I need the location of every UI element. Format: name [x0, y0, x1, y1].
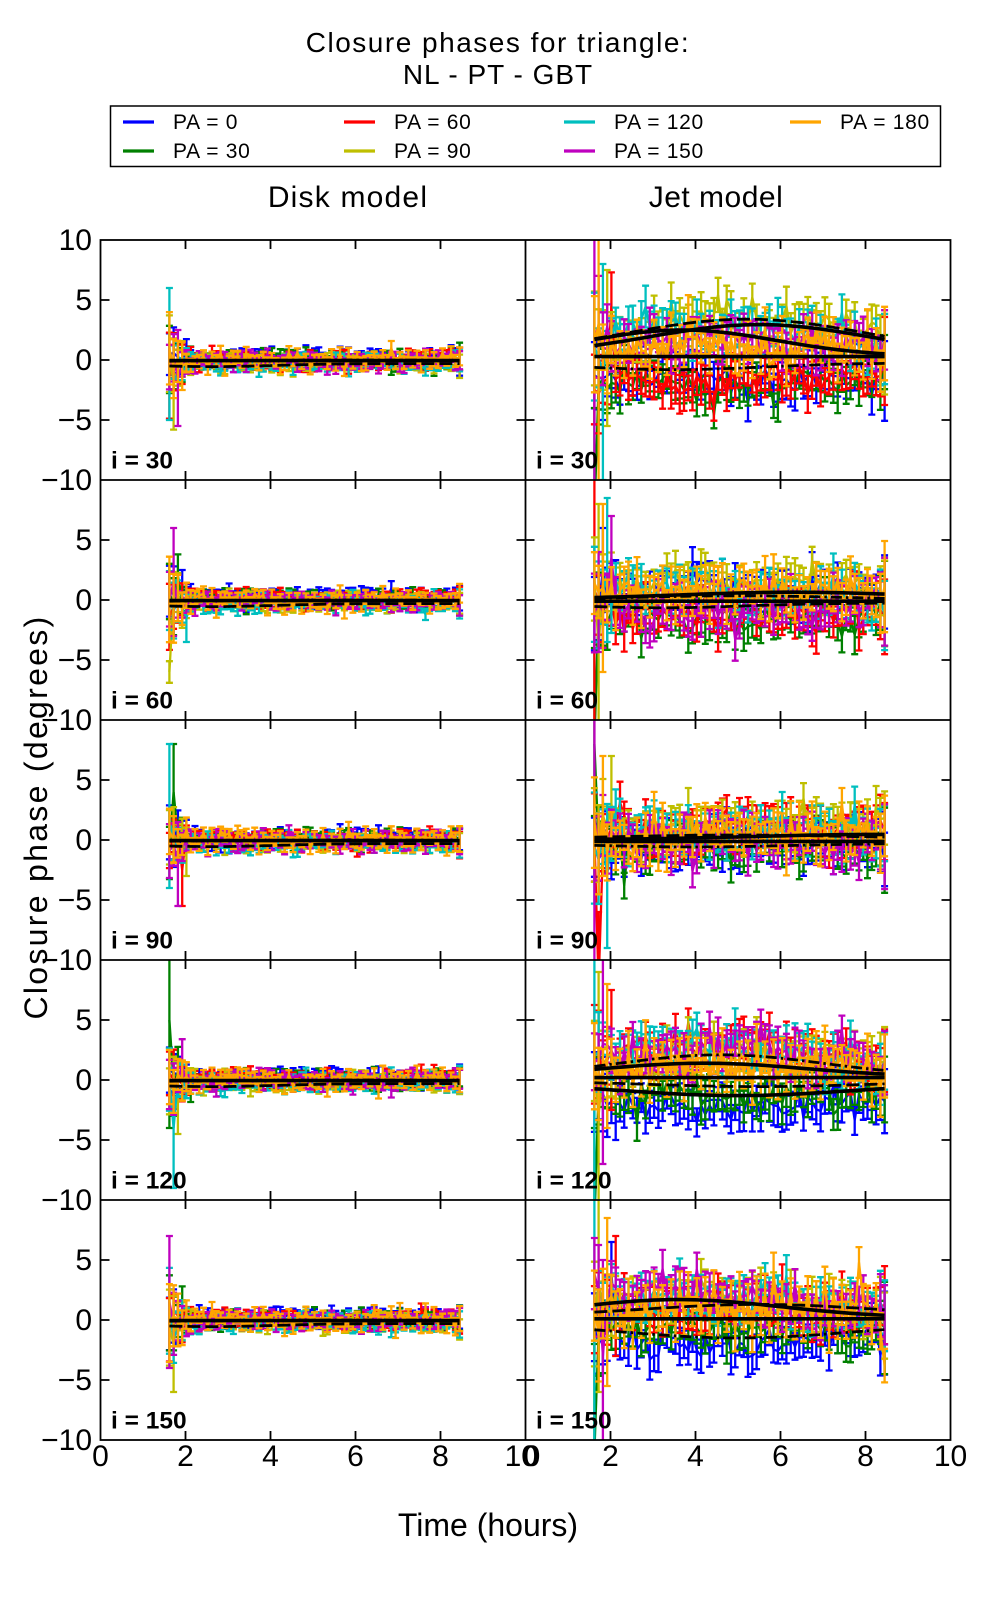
svg-text:i = 60: i = 60: [111, 688, 173, 715]
svg-text:2: 2: [602, 1440, 619, 1473]
svg-text:−10: −10: [41, 464, 92, 497]
svg-text:PA = 90: PA = 90: [394, 140, 472, 163]
svg-text:i = 90: i = 90: [111, 928, 173, 955]
svg-text:−5: −5: [58, 404, 92, 437]
svg-text:0: 0: [524, 1440, 541, 1473]
svg-text:5: 5: [75, 1004, 92, 1037]
svg-text:−5: −5: [58, 884, 92, 917]
svg-text:0: 0: [75, 824, 92, 857]
svg-text:i = 150: i = 150: [536, 1408, 612, 1435]
svg-text:i = 90: i = 90: [536, 928, 598, 955]
svg-text:PA = 150: PA = 150: [614, 140, 704, 163]
svg-text:6: 6: [772, 1440, 789, 1473]
svg-text:−5: −5: [58, 644, 92, 677]
svg-text:−10: −10: [41, 704, 92, 737]
svg-text:5: 5: [75, 284, 92, 317]
svg-text:Jet model: Jet model: [649, 181, 784, 214]
svg-text:PA = 30: PA = 30: [173, 140, 251, 163]
svg-text:Time (hours): Time (hours): [398, 1507, 578, 1543]
svg-text:−5: −5: [58, 1124, 92, 1157]
svg-text:i = 30: i = 30: [536, 448, 598, 475]
svg-text:i = 120: i = 120: [536, 1168, 612, 1195]
svg-text:−10: −10: [41, 1424, 92, 1457]
svg-text:0: 0: [75, 344, 92, 377]
svg-text:8: 8: [432, 1440, 449, 1473]
svg-text:4: 4: [262, 1440, 279, 1473]
svg-text:PA = 60: PA = 60: [394, 111, 472, 134]
svg-text:PA = 120: PA = 120: [614, 111, 704, 134]
svg-text:5: 5: [75, 1244, 92, 1277]
svg-text:PA = 0: PA = 0: [173, 111, 238, 134]
svg-text:5: 5: [75, 524, 92, 557]
svg-text:i = 30: i = 30: [111, 448, 173, 475]
svg-text:−5: −5: [58, 1364, 92, 1397]
svg-text:10: 10: [59, 224, 92, 257]
svg-text:6: 6: [347, 1440, 364, 1473]
svg-text:Closure phase (degrees): Closure phase (degrees): [18, 614, 54, 1019]
svg-text:8: 8: [857, 1440, 874, 1473]
svg-text:10: 10: [505, 1440, 538, 1473]
svg-text:PA = 180: PA = 180: [840, 111, 930, 134]
svg-text:NL - PT - GBT: NL - PT - GBT: [403, 59, 593, 90]
svg-text:Closure phases for triangle:: Closure phases for triangle:: [306, 27, 690, 58]
svg-text:−10: −10: [41, 944, 92, 977]
svg-text:0: 0: [75, 584, 92, 617]
svg-text:0: 0: [92, 1440, 109, 1473]
svg-text:i = 60: i = 60: [536, 688, 598, 715]
svg-text:Disk model: Disk model: [268, 181, 428, 214]
svg-text:0: 0: [75, 1064, 92, 1097]
svg-text:4: 4: [687, 1440, 704, 1473]
svg-text:0: 0: [75, 1304, 92, 1337]
svg-text:−10: −10: [41, 1184, 92, 1217]
svg-text:i = 150: i = 150: [111, 1408, 187, 1435]
svg-text:i = 120: i = 120: [111, 1168, 187, 1195]
svg-text:10: 10: [934, 1440, 967, 1473]
svg-text:5: 5: [75, 764, 92, 797]
svg-text:2: 2: [177, 1440, 194, 1473]
